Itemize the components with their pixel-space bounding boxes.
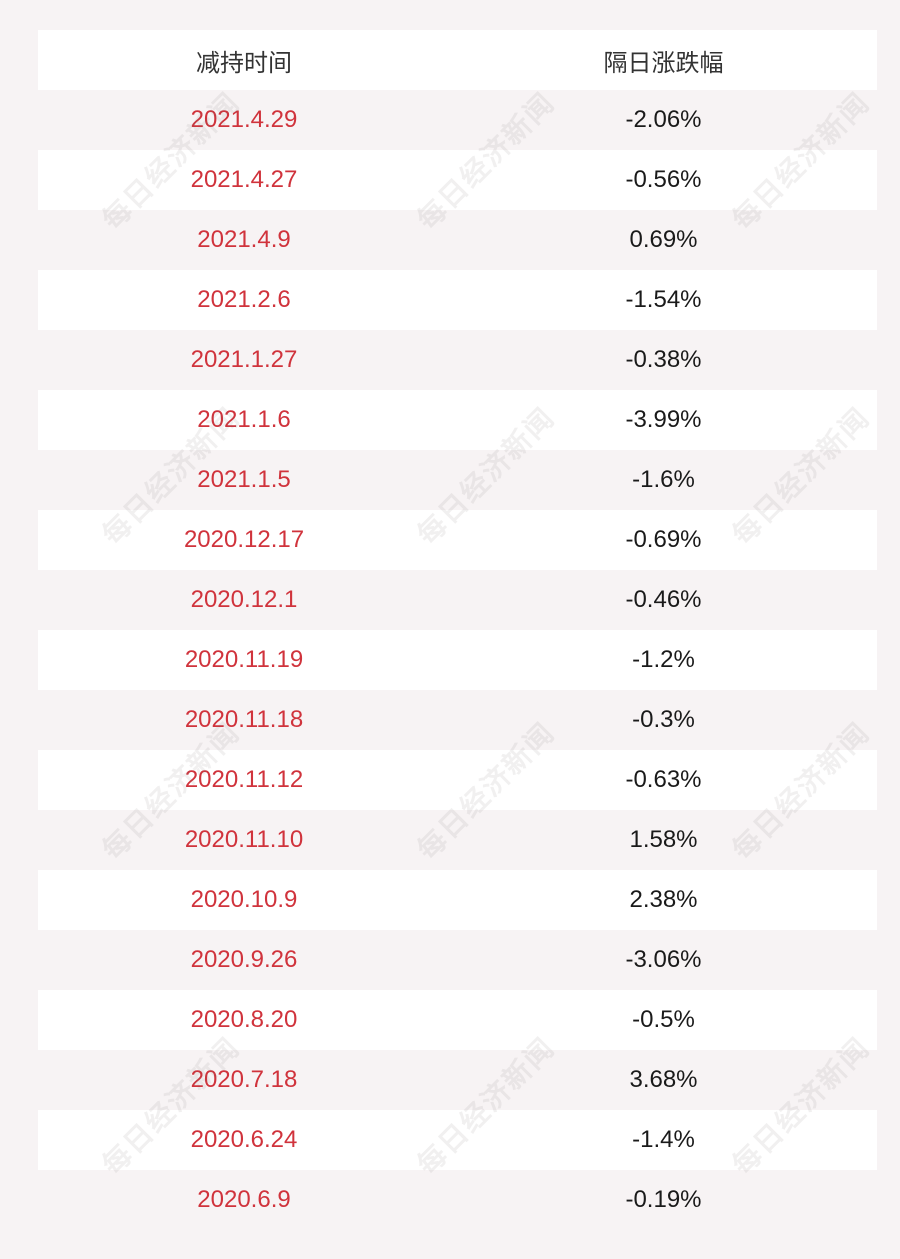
- row-change: -2.06%: [625, 106, 702, 133]
- row-change: -1.2%: [632, 646, 695, 673]
- table-row: 2021.2.6 -1.54%: [38, 270, 877, 330]
- table-row: 2020.12.17 -0.69%: [38, 510, 877, 570]
- row-change: 0.69%: [629, 226, 698, 253]
- row-date: 2020.12.17: [183, 526, 305, 553]
- row-change: -1.4%: [632, 1126, 695, 1153]
- table-row: 2020.11.10 1.58%: [38, 810, 877, 870]
- row-date: 2020.6.24: [190, 1126, 298, 1153]
- table-row: 2021.4.27 -0.56%: [38, 150, 877, 210]
- header-change: 隔日涨跌幅: [603, 49, 724, 77]
- row-change: -0.56%: [625, 166, 702, 193]
- table-body: 2021.4.29 -2.06% 2021.4.27 -0.56% 2021.4.9 0.…: [38, 90, 877, 1230]
- row-change: 3.68%: [629, 1066, 698, 1093]
- table-row: 2021.1.5 -1.6%: [38, 450, 877, 510]
- row-date: 2020.7.18: [190, 1066, 298, 1093]
- row-change: 2.38%: [629, 886, 698, 913]
- data-table: 减持时间 隔日涨跌幅 2021.4.29 -2.06% 2021.4.27 -0.56…: [38, 30, 877, 1230]
- row-change: -3.99%: [625, 406, 702, 433]
- row-date: 2020.11.18: [184, 706, 304, 733]
- row-date: 2021.1.5: [197, 466, 291, 493]
- row-change: -0.3%: [632, 706, 695, 733]
- row-date: 2020.12.1: [190, 586, 298, 613]
- row-date: 2021.4.29: [190, 106, 298, 133]
- row-change: -3.06%: [625, 946, 702, 973]
- table-row: 2021.1.27 -0.38%: [38, 330, 877, 390]
- row-date: 2020.9.26: [190, 946, 298, 973]
- row-change: 1.58%: [629, 826, 698, 853]
- row-date: 2021.4.9: [197, 226, 291, 253]
- table-row: 2020.7.18 3.68%: [38, 1050, 877, 1110]
- row-change: -0.19%: [625, 1186, 702, 1213]
- table-row: 2021.4.29 -2.06%: [38, 90, 877, 150]
- table-row: 2020.11.12 -0.63%: [38, 750, 877, 810]
- row-date: 2020.6.9: [197, 1186, 291, 1213]
- row-date: 2021.4.27: [190, 166, 298, 193]
- table-row: 2020.6.9 -0.19%: [38, 1170, 877, 1230]
- row-change: -1.6%: [632, 466, 695, 493]
- table-row: 2020.9.26 -3.06%: [38, 930, 877, 990]
- table-row: 2021.4.9 0.69%: [38, 210, 877, 270]
- header-date: 减持时间: [196, 49, 292, 77]
- table-row: 2020.11.19 -1.2%: [38, 630, 877, 690]
- table-row: 2021.1.6 -3.99%: [38, 390, 877, 450]
- row-change: -0.69%: [625, 526, 702, 553]
- table-row: 2020.10.9 2.38%: [38, 870, 877, 930]
- table-row: 2020.12.1 -0.46%: [38, 570, 877, 630]
- row-date: 2020.10.9: [190, 886, 298, 913]
- row-date: 2021.1.6: [197, 406, 291, 433]
- table-row: 2020.11.18 -0.3%: [38, 690, 877, 750]
- row-date: 2021.2.6: [197, 286, 291, 313]
- row-change: -0.46%: [625, 586, 702, 613]
- table-header: 减持时间 隔日涨跌幅: [38, 30, 877, 90]
- row-change: -1.54%: [625, 286, 702, 313]
- row-date: 2020.8.20: [190, 1006, 298, 1033]
- row-change: -0.38%: [625, 346, 702, 373]
- row-date: 2020.11.12: [184, 766, 304, 793]
- table-row: 2020.6.24 -1.4%: [38, 1110, 877, 1170]
- table-row: 2020.8.20 -0.5%: [38, 990, 877, 1050]
- row-date: 2020.11.10: [184, 826, 304, 853]
- row-date: 2020.11.19: [184, 646, 304, 673]
- row-change: -0.63%: [625, 766, 702, 793]
- row-change: -0.5%: [632, 1006, 695, 1033]
- row-date: 2021.1.27: [190, 346, 298, 373]
